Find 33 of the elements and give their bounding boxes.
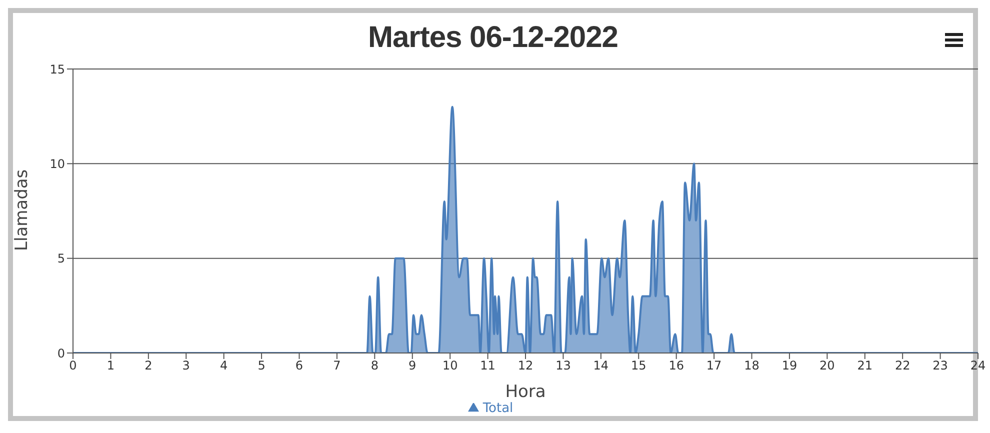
x-tick-label: 15 [630, 358, 646, 373]
x-tick-label: 14 [593, 358, 609, 373]
x-tick-label: 9 [408, 358, 416, 373]
y-axis-title: Llamadas [12, 169, 32, 251]
x-tick-label: 17 [706, 358, 722, 373]
x-tick-label: 16 [668, 358, 684, 373]
x-tick-label: 12 [518, 358, 534, 373]
x-tick-label: 11 [480, 358, 496, 373]
y-tick-label: 0 [57, 346, 65, 360]
x-tick-label: 6 [295, 358, 304, 373]
y-tick-label: 15 [50, 62, 65, 76]
x-tick-label: 3 [182, 358, 190, 373]
x-tick-label: 2 [144, 358, 152, 373]
x-tick-label: 0 [69, 358, 77, 373]
x-tick-label: 19 [782, 358, 798, 373]
x-tick-label: 23 [932, 358, 948, 373]
x-tick-label: 20 [820, 358, 835, 373]
x-tick-label: 21 [857, 358, 873, 373]
y-tick-label: 10 [50, 156, 65, 171]
x-tick-label: 24 [970, 358, 986, 373]
x-axis-title: Hora [505, 382, 546, 402]
x-tick-label: 1 [106, 358, 115, 373]
x-tick-label: 8 [370, 358, 378, 373]
chart-title: Martes 06-12-2022 [366, 21, 619, 56]
x-tick-label: 5 [258, 358, 266, 373]
x-tick-label: 10 [442, 358, 458, 373]
x-tick-label: 18 [744, 358, 760, 373]
x-tick-label: 13 [556, 358, 571, 373]
y-tick-label: 5 [57, 252, 65, 266]
x-tick-label: 4 [220, 358, 228, 373]
x-tick-label: 22 [894, 358, 910, 373]
x-tick-label: 7 [333, 358, 341, 373]
legend-label: Total [482, 401, 514, 416]
